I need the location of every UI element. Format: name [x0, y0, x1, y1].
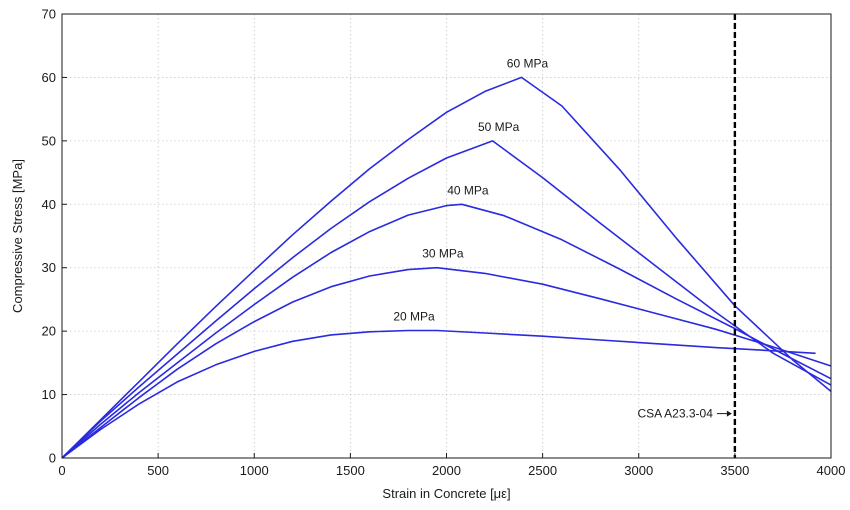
x-tick-label: 2000 — [432, 463, 461, 478]
series-label: 50 MPa — [478, 120, 520, 134]
series-line-60-mpa — [61, 76, 832, 459]
series-labels: 20 MPa 30 MPa 40 MPa 50 MPa 60 MPa — [393, 56, 548, 323]
series-line-30-mpa — [61, 266, 832, 459]
y-axis-ticks: 0 10 20 30 40 50 60 70 — [42, 7, 67, 466]
y-tick-label: 50 — [42, 133, 56, 148]
reference-line-label: CSA A23.3-04 — [637, 407, 713, 421]
series-label: 60 MPa — [507, 56, 549, 70]
annotation-group: CSA A23.3-04 — [637, 14, 737, 458]
series-label: 20 MPa — [393, 310, 435, 324]
plot-area — [61, 13, 832, 459]
y-tick-label: 60 — [42, 70, 56, 85]
y-tick-label: 70 — [42, 7, 56, 22]
series-group — [61, 76, 832, 459]
y-tick-label: 0 — [49, 451, 56, 466]
x-tick-label: 3500 — [720, 463, 749, 478]
series-line-20-mpa — [61, 329, 816, 459]
reference-arrow-head — [726, 410, 732, 417]
y-tick-label: 40 — [42, 197, 56, 212]
y-tick-label: 30 — [42, 260, 56, 275]
series-line-40-mpa — [61, 203, 832, 459]
series-label: 30 MPa — [422, 247, 464, 261]
series-line-50-mpa — [61, 140, 832, 459]
x-tick-label: 0 — [58, 463, 65, 478]
x-tick-label: 2500 — [528, 463, 557, 478]
x-tick-label: 1500 — [336, 463, 365, 478]
x-axis-title: Strain in Concrete [με] — [382, 486, 510, 501]
x-tick-label: 500 — [147, 463, 169, 478]
x-tick-label: 4000 — [817, 463, 846, 478]
x-axis-ticks: 0 500 1000 1500 2000 2500 3000 3500 4000 — [58, 453, 845, 478]
x-tick-label: 3000 — [624, 463, 653, 478]
y-tick-label: 10 — [42, 387, 56, 402]
series-label: 40 MPa — [447, 183, 489, 197]
plot-border — [61, 13, 832, 459]
y-tick-label: 20 — [42, 324, 56, 339]
y-axis-title: Compressive Stress [MPa] — [10, 159, 25, 313]
x-tick-label: 1000 — [240, 463, 269, 478]
